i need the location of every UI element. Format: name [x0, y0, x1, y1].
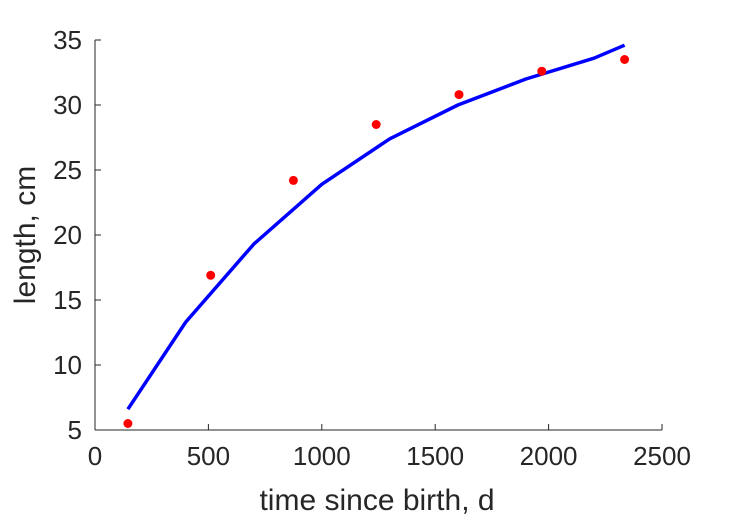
x-axis-label: time since birth, d: [259, 484, 494, 517]
x-tick-label: 2500: [633, 441, 691, 471]
x-tick-label: 1500: [406, 441, 464, 471]
y-tick-label: 10: [53, 350, 82, 380]
x-tick-label: 0: [88, 441, 102, 471]
axes: [94, 40, 662, 431]
data-point: [454, 90, 464, 100]
data-point: [371, 120, 381, 129]
ticks: 0 500 1000 1500 2000 2500 5 10 15 20 25 30 35: [53, 25, 691, 471]
x-tick-label: 2000: [520, 441, 578, 471]
y-tick-label: 35: [53, 25, 82, 55]
y-tick-label: 20: [53, 220, 82, 250]
data-point: [620, 55, 630, 64]
data-point: [537, 66, 547, 76]
x-tick-label: 1000: [293, 441, 351, 471]
fit-curve: [126, 43, 626, 411]
y-tick-label: 25: [53, 155, 82, 185]
y-tick-label: 5: [68, 415, 82, 445]
y-tick-label: 30: [53, 90, 82, 120]
data-point: [288, 175, 298, 185]
data-point: [123, 419, 133, 428]
y-axis-label: length, cm: [9, 166, 42, 304]
series-layer: [123, 43, 630, 428]
x-tick-label: 500: [187, 441, 230, 471]
data-point: [206, 270, 216, 280]
y-tick-label: 15: [53, 285, 82, 315]
